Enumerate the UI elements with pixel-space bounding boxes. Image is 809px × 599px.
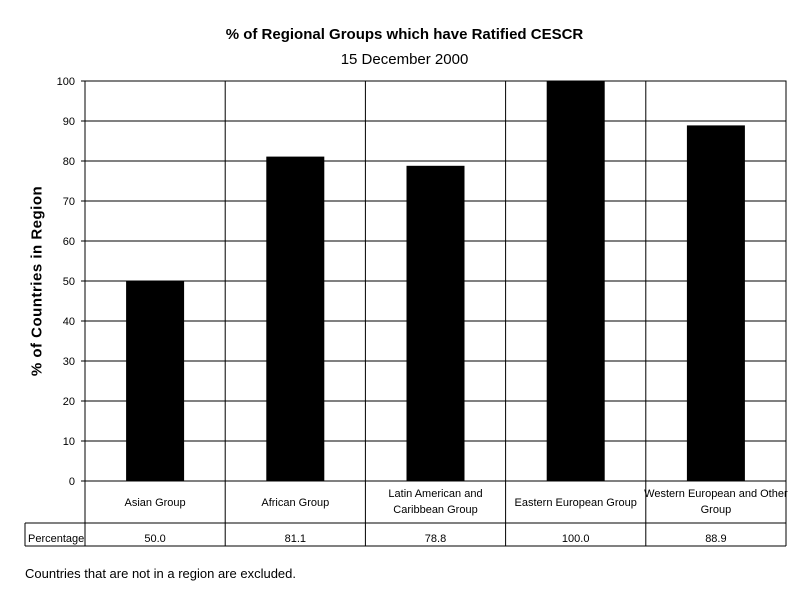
x-tick-label: Caribbean Group xyxy=(393,504,477,516)
data-label: 78.8 xyxy=(425,533,446,545)
y-tick-label: 90 xyxy=(63,116,75,128)
y-tick-label: 40 xyxy=(63,316,75,328)
y-tick-label: 10 xyxy=(63,436,75,448)
footnote: Countries that are not in a region are e… xyxy=(25,566,297,581)
bar xyxy=(266,156,325,481)
data-label: 88.9 xyxy=(705,533,726,545)
y-tick-label: 0 xyxy=(69,476,75,488)
bar xyxy=(406,165,465,482)
bar xyxy=(686,125,745,482)
x-tick-label: Eastern European Group xyxy=(515,497,637,509)
x-tick-label: Asian Group xyxy=(125,497,186,509)
bar xyxy=(546,81,605,481)
y-tick-label: 50 xyxy=(63,276,75,288)
y-tick-label: 70 xyxy=(63,196,75,208)
chart-title: % of Regional Groups which have Ratified… xyxy=(225,26,584,43)
chart-subtitle: 15 December 2000 xyxy=(340,51,469,68)
data-label: 100.0 xyxy=(562,533,590,545)
data-label: 50.0 xyxy=(144,533,165,545)
y-tick-label: 100 xyxy=(57,76,75,88)
y-tick-label: 60 xyxy=(63,236,75,248)
y-tick-label: 30 xyxy=(63,356,75,368)
x-tick-label: Group xyxy=(701,504,732,516)
y-tick-label: 20 xyxy=(63,396,75,408)
y-tick-label: 80 xyxy=(63,156,75,168)
data-label: 81.1 xyxy=(285,533,306,545)
x-tick-label: African Group xyxy=(261,497,329,509)
x-tick-label: Latin American and xyxy=(388,488,482,500)
bar xyxy=(126,281,185,481)
table-row-label: Percentage xyxy=(28,533,84,545)
x-tick-label: Western European and Other xyxy=(644,488,788,500)
